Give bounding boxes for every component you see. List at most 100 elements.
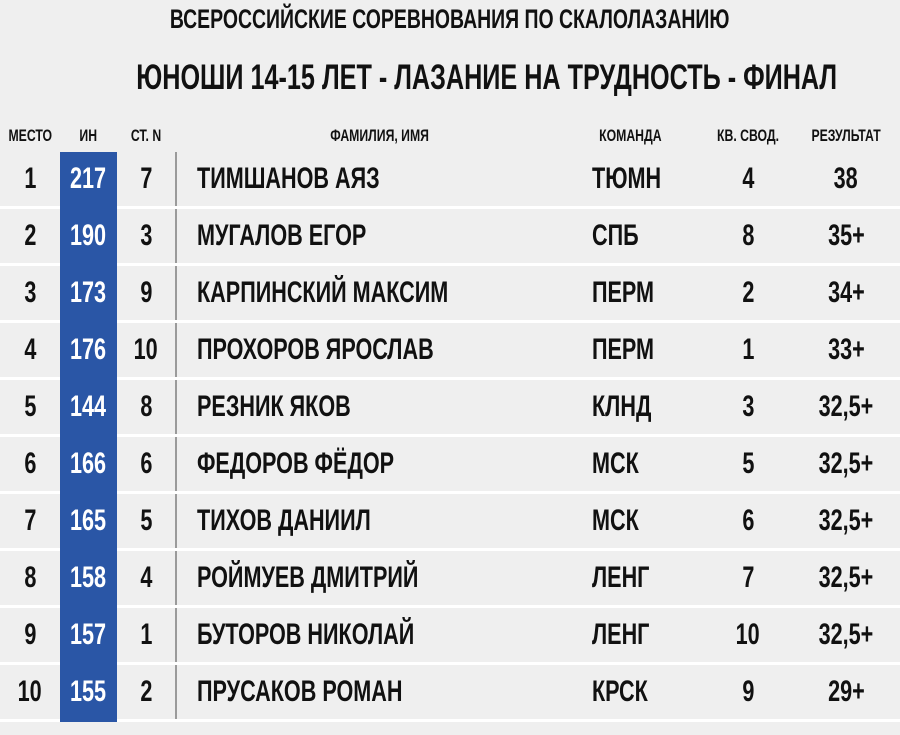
bib: 155 bbox=[60, 675, 117, 709]
athlete-name-text: КАРПИНСКИЙ МАКСИМ bbox=[197, 276, 449, 309]
column-header-text: КОМАНДА bbox=[598, 126, 662, 145]
qualification: 1 bbox=[700, 333, 796, 367]
column-divider bbox=[175, 665, 177, 719]
result: 38 bbox=[796, 162, 896, 196]
bib-text: 190 bbox=[70, 219, 107, 252]
table-row: 6 166 6 ФЕДОРОВ ФЁДОР МСК 5 32,5+ bbox=[0, 437, 900, 494]
start-number-text: 6 bbox=[139, 447, 153, 480]
start-number: 8 bbox=[117, 390, 175, 424]
result-text: 33+ bbox=[827, 333, 865, 366]
team: МСК bbox=[592, 447, 692, 481]
column-header: РЕЗУЛЬТАТ bbox=[796, 126, 896, 146]
result: 32,5+ bbox=[796, 618, 896, 652]
bib-highlight bbox=[60, 266, 117, 323]
start-number: 6 bbox=[117, 447, 175, 481]
bib-highlight bbox=[60, 323, 117, 380]
place-text: 1 bbox=[23, 162, 37, 195]
bib: 166 bbox=[60, 447, 117, 481]
bib: 217 bbox=[60, 162, 117, 196]
column-header-text: ФАМИЛИЯ, ИМЯ bbox=[330, 126, 430, 145]
table-row: 4 176 10 ПРОХОРОВ ЯРОСЛАВ ПЕРМ 1 33+ bbox=[0, 323, 900, 380]
start-number: 9 bbox=[117, 276, 175, 310]
result-text: 34+ bbox=[827, 276, 865, 309]
bib-highlight bbox=[60, 437, 117, 494]
place-text: 7 bbox=[23, 504, 37, 537]
bib-highlight bbox=[60, 380, 117, 437]
result-text: 38 bbox=[833, 162, 859, 195]
result-text: 29+ bbox=[827, 675, 865, 708]
bib: 157 bbox=[60, 618, 117, 652]
team-text: ЛЕНГ bbox=[592, 561, 650, 594]
team-text: ПЕРМ bbox=[592, 333, 655, 366]
result-text: 35+ bbox=[827, 219, 865, 252]
column-divider bbox=[175, 323, 177, 377]
bib: 158 bbox=[60, 561, 117, 595]
athlete-name-text: ПРУСАКОВ РОМАН bbox=[197, 675, 403, 708]
bib-text: 217 bbox=[70, 162, 107, 195]
place-text: 8 bbox=[23, 561, 37, 594]
team: ЛЕНГ bbox=[592, 561, 692, 595]
athlete-name-text: ПРОХОРОВ ЯРОСЛАВ bbox=[197, 333, 434, 366]
column-header: ФАМИЛИЯ, ИМЯ bbox=[190, 126, 570, 146]
bib: 190 bbox=[60, 219, 117, 253]
column-divider bbox=[175, 551, 177, 605]
column-divider bbox=[175, 209, 177, 263]
qualification: 3 bbox=[700, 390, 796, 424]
place: 8 bbox=[0, 561, 60, 595]
bib-highlight bbox=[60, 209, 117, 266]
athlete-name-text: ФЕДОРОВ ФЁДОР bbox=[197, 447, 395, 480]
bib-text: 144 bbox=[70, 390, 107, 423]
bib-highlight bbox=[60, 152, 117, 209]
bib-text: 166 bbox=[70, 447, 107, 480]
result-text: 32,5+ bbox=[818, 561, 874, 594]
place: 10 bbox=[0, 675, 60, 709]
column-header: КОМАНДА bbox=[580, 126, 680, 146]
qualification: 9 bbox=[700, 675, 796, 709]
place: 3 bbox=[0, 276, 60, 310]
bib-highlight bbox=[60, 608, 117, 665]
column-header-text: СТ. N bbox=[130, 126, 162, 145]
column-header: КВ. СВОД. bbox=[700, 126, 796, 146]
qualification-text: 6 bbox=[741, 504, 755, 537]
qualification: 4 bbox=[700, 162, 796, 196]
team: КРСК bbox=[592, 675, 692, 709]
athlete-name: МУГАЛОВ ЕГОР bbox=[197, 219, 577, 253]
result-text: 32,5+ bbox=[818, 504, 874, 537]
athlete-name: ПРУСАКОВ РОМАН bbox=[197, 675, 577, 709]
bib-highlight bbox=[60, 494, 117, 551]
table-row: 1 217 7 ТИМШАНОВ АЯЗ ТЮМН 4 38 bbox=[0, 152, 900, 209]
result: 34+ bbox=[796, 276, 896, 310]
team-text: ТЮМН bbox=[592, 162, 662, 195]
bib-text: 176 bbox=[70, 333, 107, 366]
column-header-text: ИН bbox=[79, 126, 98, 145]
title-text: ВСЕРОССИЙСКИЕ СОРЕВНОВАНИЯ ПО СКАЛОЛАЗАН… bbox=[170, 4, 730, 34]
place-text: 3 bbox=[23, 276, 37, 309]
column-header: МЕСТО bbox=[0, 126, 60, 146]
column-header-text: РЕЗУЛЬТАТ bbox=[811, 126, 881, 145]
column-header-text: МЕСТО bbox=[8, 126, 53, 145]
table-row: 7 165 5 ТИХОВ ДАНИИЛ МСК 6 32,5+ bbox=[0, 494, 900, 551]
athlete-name: ФЕДОРОВ ФЁДОР bbox=[197, 447, 577, 481]
athlete-name-text: ТИМШАНОВ АЯЗ bbox=[197, 162, 380, 195]
qualification-text: 9 bbox=[741, 675, 755, 708]
result: 29+ bbox=[796, 675, 896, 709]
start-number: 3 bbox=[117, 219, 175, 253]
team: ПЕРМ bbox=[592, 333, 692, 367]
column-header-text: КВ. СВОД. bbox=[717, 126, 779, 145]
result: 32,5+ bbox=[796, 504, 896, 538]
bib: 144 bbox=[60, 390, 117, 424]
subtitle: ЮНОШИ 14-15 ЛЕТ - ЛАЗАНИЕ НА ТРУДНОСТЬ -… bbox=[0, 58, 900, 98]
athlete-name-text: ТИХОВ ДАНИИЛ bbox=[197, 504, 371, 537]
place-text: 5 bbox=[23, 390, 37, 423]
team-text: КРСК bbox=[592, 675, 648, 708]
team-text: МСК bbox=[592, 504, 639, 537]
qualification-text: 7 bbox=[741, 561, 755, 594]
start-number: 5 bbox=[117, 504, 175, 538]
athlete-name-text: БУТОРОВ НИКОЛАЙ bbox=[197, 618, 415, 651]
start-number-text: 2 bbox=[139, 675, 153, 708]
bib-highlight bbox=[60, 665, 117, 722]
athlete-name: БУТОРОВ НИКОЛАЙ bbox=[197, 618, 577, 652]
place-text: 10 bbox=[17, 675, 43, 708]
table-row: 2 190 3 МУГАЛОВ ЕГОР СПБ 8 35+ bbox=[0, 209, 900, 266]
